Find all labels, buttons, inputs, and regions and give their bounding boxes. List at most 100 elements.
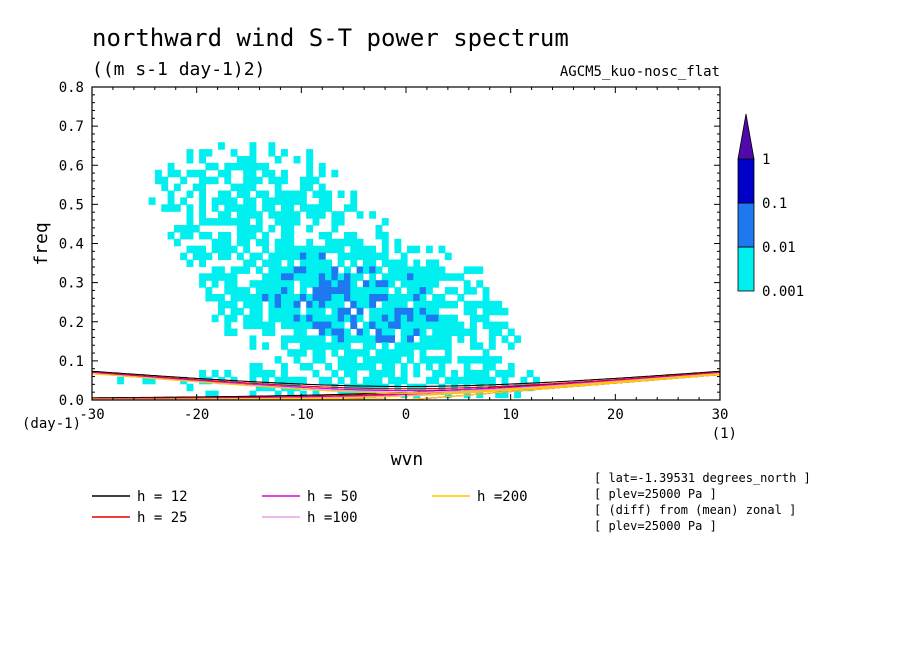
power-cell — [325, 314, 332, 323]
power-cell — [331, 294, 339, 302]
power-cell — [318, 356, 326, 364]
power-cell — [501, 390, 509, 399]
power-cell — [356, 383, 364, 392]
power-cell — [350, 252, 358, 261]
power-cell — [432, 266, 440, 274]
power-cell — [243, 231, 251, 240]
power-cell — [444, 252, 452, 261]
power-cell — [155, 176, 162, 185]
power-cell — [413, 259, 421, 267]
power-cell — [438, 321, 446, 330]
power-cell — [457, 328, 465, 336]
power-cell — [211, 197, 219, 205]
power-cell — [356, 294, 364, 302]
power-cell — [425, 356, 433, 364]
power-cell — [488, 363, 496, 371]
power-cell — [413, 342, 421, 350]
power-cell — [432, 259, 440, 267]
power-cell — [287, 321, 295, 330]
power-cell — [224, 314, 232, 323]
power-cell — [432, 307, 440, 316]
power-cell — [186, 149, 194, 157]
power-cell — [325, 245, 332, 254]
power-cell — [312, 287, 320, 295]
power-cell — [337, 294, 345, 302]
power-cell — [312, 390, 320, 399]
power-cell — [293, 294, 301, 302]
power-cell — [470, 356, 477, 364]
power-cell — [394, 342, 402, 350]
power-cell — [325, 204, 332, 212]
power-cell — [262, 169, 269, 178]
power-cell — [274, 156, 282, 164]
power-cell — [117, 376, 125, 385]
power-cell — [287, 190, 295, 198]
power-cell — [463, 300, 471, 309]
power-cell — [255, 307, 263, 316]
power-cell — [281, 273, 288, 281]
power-cell — [337, 356, 345, 364]
power-cell — [451, 328, 458, 336]
power-cell — [369, 335, 377, 343]
power-cell — [262, 294, 269, 302]
power-cell — [262, 383, 269, 392]
power-cell — [180, 231, 188, 240]
power-cell — [243, 259, 251, 267]
power-cell — [394, 356, 402, 364]
power-cell — [362, 335, 370, 343]
power-cell — [495, 390, 503, 399]
power-cell — [381, 280, 389, 288]
power-cell — [167, 162, 175, 171]
power-cell — [501, 335, 509, 343]
power-cell — [299, 363, 307, 371]
chart-units: ((m s-1 day-1)2) — [92, 59, 265, 80]
power-cell — [281, 245, 288, 254]
power-cell — [325, 273, 332, 281]
power-cell — [425, 363, 433, 371]
power-cell — [362, 259, 370, 267]
power-cell — [249, 259, 257, 267]
dispersion-curve — [92, 371, 720, 390]
power-cell — [262, 245, 269, 254]
power-cell — [211, 314, 219, 323]
power-cell — [476, 300, 484, 309]
power-cell — [331, 349, 339, 357]
power-cell — [432, 300, 440, 309]
power-cell — [400, 369, 408, 378]
power-cell — [400, 314, 408, 323]
power-cell — [488, 307, 496, 316]
power-cell — [293, 349, 301, 357]
power-cell — [268, 252, 276, 261]
power-cell — [375, 231, 383, 240]
power-cell — [451, 287, 458, 295]
power-cell — [243, 162, 251, 171]
power-cell — [369, 252, 377, 261]
power-cell — [369, 211, 377, 219]
power-cell — [325, 231, 332, 240]
power-cell — [218, 252, 225, 261]
power-cell — [186, 190, 194, 198]
power-cell — [180, 197, 188, 205]
power-cell — [432, 356, 440, 364]
power-cell — [381, 273, 389, 281]
power-cell — [281, 176, 288, 185]
power-cell — [293, 376, 301, 385]
x-tick-label: 10 — [502, 407, 519, 423]
power-cell — [482, 307, 490, 316]
power-cell — [375, 314, 383, 323]
power-cell — [318, 335, 326, 343]
power-cell — [274, 183, 282, 192]
power-cell — [274, 218, 282, 226]
power-cell — [218, 300, 225, 309]
power-cell — [488, 376, 496, 385]
power-cell — [186, 156, 194, 164]
power-cell — [230, 273, 238, 281]
power-cell — [274, 197, 282, 205]
power-cell — [425, 321, 433, 330]
power-cell — [344, 294, 351, 302]
dispersion-curve — [92, 373, 720, 394]
power-cell — [249, 162, 257, 171]
power-cell — [444, 300, 452, 309]
power-cell — [438, 314, 446, 323]
power-cell — [451, 314, 458, 323]
